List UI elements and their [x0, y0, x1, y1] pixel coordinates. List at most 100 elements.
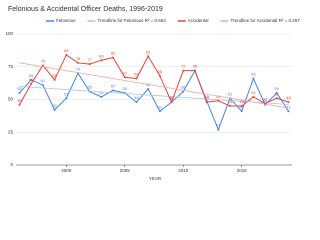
data-label: 82 [111, 51, 116, 56]
point [252, 95, 255, 98]
series-line [19, 69, 289, 132]
point [30, 78, 33, 81]
y-tick-label: 25 [8, 129, 14, 134]
data-label: 66 [134, 72, 139, 77]
point [41, 84, 44, 87]
point [193, 69, 196, 72]
point [217, 99, 220, 102]
data-label: 46 [17, 98, 22, 103]
data-label: 51 [275, 91, 280, 96]
point [240, 105, 243, 108]
data-label: 68 [158, 69, 163, 74]
point [76, 61, 79, 64]
point [252, 77, 255, 80]
data-label: 56 [87, 85, 92, 90]
point [217, 128, 220, 131]
y-tick-label: 100 [5, 31, 13, 36]
y-tick-label: 0 [10, 162, 13, 167]
data-label: 76 [41, 59, 46, 64]
data-label: 65 [52, 73, 57, 78]
data-label: 41 [158, 104, 163, 109]
point [275, 91, 278, 94]
data-label: 48 [134, 95, 139, 100]
data-label: 84 [64, 48, 69, 53]
point [112, 89, 115, 92]
data-label: 56 [181, 85, 186, 90]
point [18, 103, 21, 106]
data-label: 55 [275, 86, 280, 91]
point [100, 95, 103, 98]
point [287, 101, 290, 104]
point [88, 63, 91, 66]
data-label: 49 [204, 94, 209, 99]
data-label: 83 [146, 49, 151, 54]
data-label: 48 [169, 95, 174, 100]
point [18, 91, 21, 94]
data-label: 42 [52, 103, 57, 108]
point [65, 97, 68, 100]
y-tick-label: 75 [8, 64, 14, 69]
series-line [19, 54, 289, 107]
data-label: 45 [228, 99, 233, 104]
data-label: 61 [41, 78, 46, 83]
point [158, 74, 161, 77]
data-label: 70 [76, 66, 81, 71]
series-line [19, 86, 289, 105]
legend-label: Trendline for Felonious R² = 0.663 [98, 18, 167, 23]
point [287, 110, 290, 113]
chart: Felonious & Accidental Officer Deaths, 1… [5, 5, 300, 182]
point [275, 97, 278, 100]
data-label: 47 [263, 96, 268, 101]
data-label: 51 [64, 91, 69, 96]
point [170, 101, 173, 104]
point [147, 88, 150, 91]
point [182, 90, 185, 93]
data-label: 45 [239, 99, 244, 104]
point [123, 76, 126, 79]
data-label: 41 [286, 104, 291, 109]
data-label: 48 [169, 95, 174, 100]
data-label: 65 [29, 73, 34, 78]
series-line [19, 62, 289, 109]
x-tick-label: 2015 [237, 168, 248, 173]
x-tick-label: 2010 [178, 168, 189, 173]
point [30, 82, 33, 85]
x-tick-label: 2000 [61, 168, 72, 173]
data-label: 67 [123, 70, 128, 75]
data-label: 78 [76, 56, 81, 61]
data-label: 48 [204, 95, 209, 100]
point [240, 110, 243, 113]
data-label: 72 [181, 64, 186, 69]
data-label: 52 [99, 90, 104, 95]
data-label: 62 [29, 77, 34, 82]
data-label: 52 [251, 90, 256, 95]
legend-label: Accidental [188, 18, 209, 23]
data-label: 57 [111, 83, 116, 88]
x-axis-title: YEAR [149, 176, 162, 181]
data-label: 55 [17, 86, 22, 91]
point [229, 105, 232, 108]
point [112, 56, 115, 59]
chart-title: Felonious & Accidental Officer Deaths, 1… [8, 6, 163, 13]
y-tick-label: 50 [8, 97, 14, 102]
data-label: 72 [193, 64, 198, 69]
legend-label: Felonious [56, 18, 76, 23]
point [182, 69, 185, 72]
data-label: 51 [228, 91, 233, 96]
data-label: 48 [286, 95, 291, 100]
point [205, 101, 208, 104]
legend-label: Trendline for Accidental R² = 0.267 [231, 18, 300, 23]
point [158, 110, 161, 113]
data-label: 66 [251, 72, 256, 77]
point [65, 53, 68, 56]
point [147, 55, 150, 58]
point [53, 78, 56, 81]
data-label: 77 [87, 57, 92, 62]
point [135, 77, 138, 80]
x-tick-label: 2005 [120, 168, 131, 173]
point [135, 101, 138, 104]
data-label: 72 [193, 64, 198, 69]
data-label: 27 [216, 123, 221, 128]
point [53, 108, 56, 111]
data-label: 55 [123, 86, 128, 91]
